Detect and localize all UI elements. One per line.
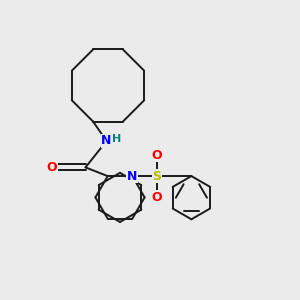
Text: O: O	[152, 148, 162, 162]
Text: S: S	[152, 169, 161, 183]
Text: H: H	[112, 134, 121, 145]
Text: N: N	[101, 134, 112, 148]
Text: O: O	[46, 161, 57, 174]
Text: N: N	[127, 169, 137, 183]
Text: O: O	[152, 190, 162, 204]
